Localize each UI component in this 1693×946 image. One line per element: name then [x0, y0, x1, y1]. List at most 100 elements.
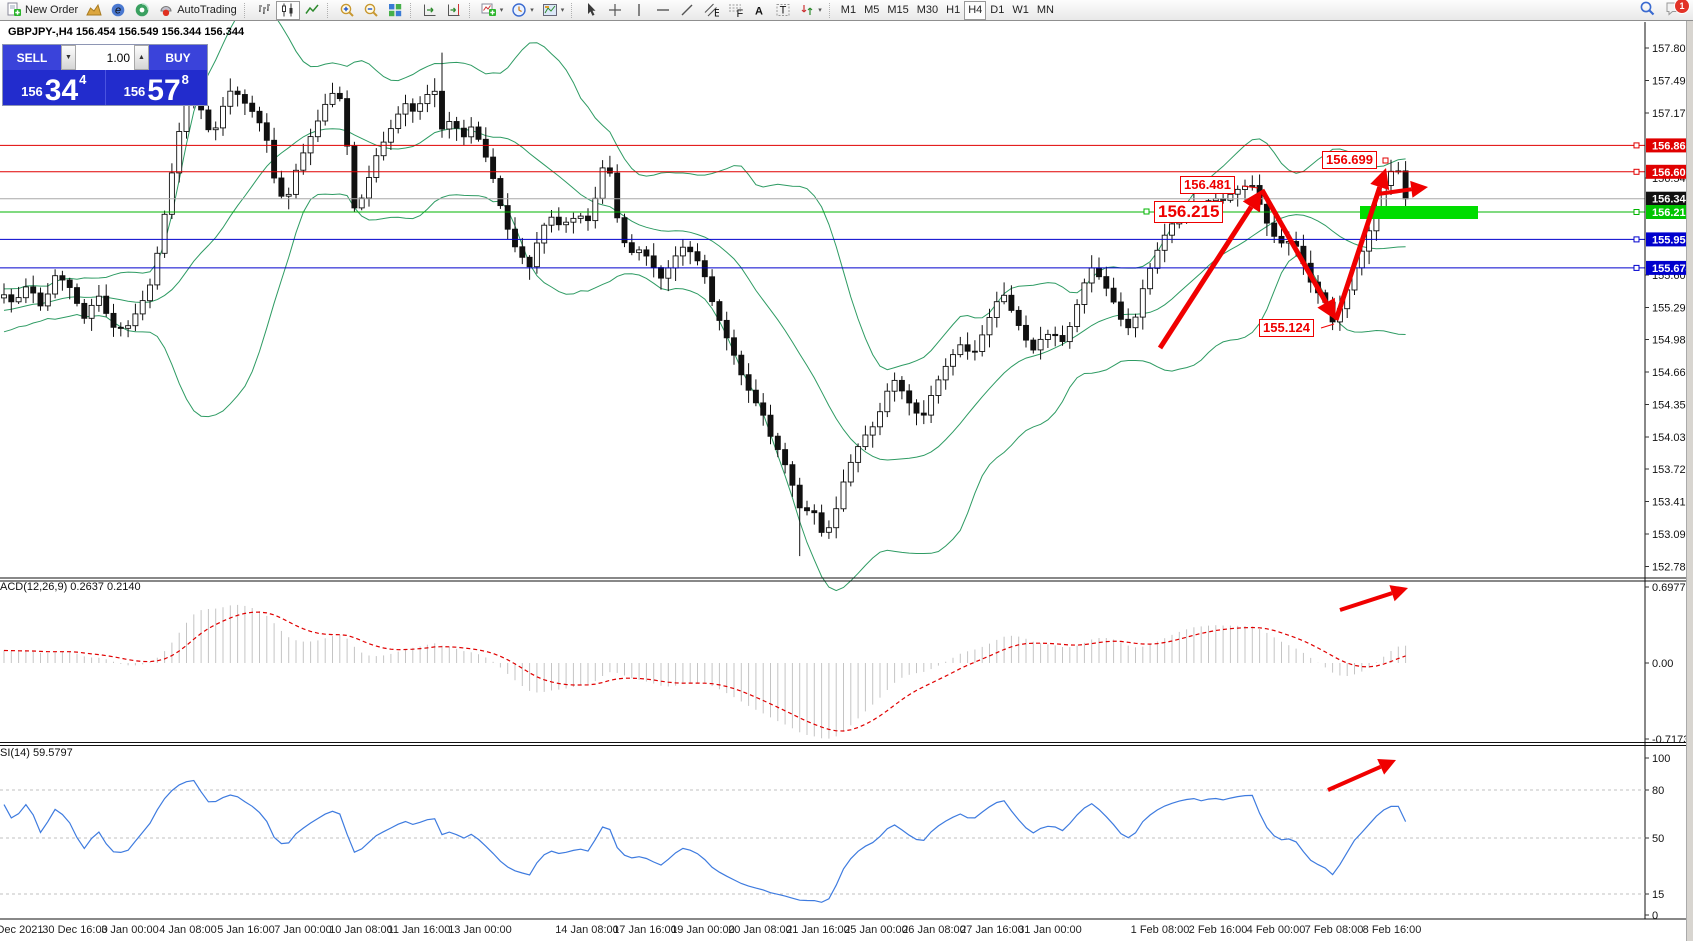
auto-scroll-button[interactable]	[418, 1, 442, 20]
tf-h1-button[interactable]: H1	[942, 1, 964, 20]
new-order-button[interactable]: New Order	[2, 1, 82, 20]
candles-layer[interactable]	[1, 48, 1409, 557]
volume-up-button[interactable]: ▲	[134, 45, 149, 70]
dropdown-arrow-icon: ▾	[499, 7, 504, 14]
sell-price-prefix: 156	[21, 84, 43, 99]
line-chart-icon	[304, 2, 320, 18]
svg-text:152.780: 152.780	[1652, 562, 1692, 574]
pane-borders	[0, 22, 1693, 920]
tf-mn-button[interactable]: MN	[1033, 1, 1058, 20]
macd-axis[interactable]: 0.6977 0.00 -0.7173	[1645, 582, 1689, 746]
price-axis[interactable]: 157.805 157.490 157.175 156.545 155.605 …	[1645, 43, 1693, 574]
tf-d1-button[interactable]: D1	[986, 1, 1008, 20]
zoom-in-button[interactable]	[335, 1, 359, 20]
tf-m30-button-label: M30	[916, 4, 939, 16]
time-axis-label: 21 Jan 16:00	[786, 924, 850, 936]
line-handle[interactable]	[1633, 168, 1640, 175]
time-axis-label: 1 Feb 08:00	[1130, 924, 1190, 936]
line-handle[interactable]	[1633, 236, 1640, 243]
arrows-icon	[799, 2, 815, 18]
svg-text:156.344: 156.344	[1652, 194, 1693, 206]
period-button[interactable]: ▾	[507, 1, 538, 20]
volume-input[interactable]	[76, 45, 134, 70]
cursor-icon	[583, 2, 599, 18]
svg-text:154.665: 154.665	[1652, 367, 1692, 379]
channel-button[interactable]: E	[699, 1, 723, 20]
tf-m15-button[interactable]: M15	[883, 1, 912, 20]
search-button[interactable]	[1637, 1, 1657, 20]
time-axis[interactable]: Dec 2021 30 Dec 16:00 3 Jan 00:00 4 Jan 08:…	[0, 922, 1645, 940]
autotrading-button-label: AutoTrading	[177, 4, 237, 16]
template-icon	[542, 2, 558, 18]
text-button[interactable]: A	[747, 1, 771, 20]
arrows-button[interactable]: ▾	[795, 1, 826, 20]
time-axis-label: 2 Feb 16:00	[1188, 924, 1248, 936]
price-label-155124[interactable]: 155.124	[1259, 319, 1314, 337]
text-icon: A	[751, 2, 767, 18]
time-axis-label: 27 Jan 16:00	[960, 924, 1024, 936]
search-icon	[1639, 0, 1656, 20]
toolbar-separator	[243, 2, 249, 18]
chart-title: GBPJPY-,H4 156.454 156.549 156.344 156.3…	[8, 26, 245, 38]
highlight-rectangle[interactable]	[1360, 206, 1478, 219]
buy-button[interactable]: BUY	[149, 45, 207, 70]
tf-m30-button[interactable]: M30	[913, 1, 942, 20]
tf-m1-button[interactable]: M1	[837, 1, 860, 20]
line-handle[interactable]	[1633, 264, 1640, 271]
crosshair-button[interactable]	[603, 1, 627, 20]
buy-price-display[interactable]: 156 57 8	[104, 70, 207, 107]
svg-text:155.950: 155.950	[1652, 234, 1692, 246]
cursor-button[interactable]	[579, 1, 603, 20]
tile-windows-icon	[387, 2, 403, 18]
price-label-156699[interactable]: 156.699	[1322, 151, 1377, 169]
bar-chart-icon	[256, 2, 272, 18]
sell-price-display[interactable]: 156 34 4	[3, 70, 105, 105]
tf-h4-button[interactable]: H4	[964, 0, 987, 20]
price-label-156215[interactable]: 156.215	[1154, 201, 1224, 224]
svg-text:0.00: 0.00	[1652, 658, 1673, 670]
svg-text:156.215: 156.215	[1652, 207, 1692, 219]
time-axis-label: 8 Feb 16:00	[1362, 924, 1422, 936]
period-icon	[511, 2, 527, 18]
line-chart-button[interactable]	[300, 1, 324, 20]
rsi-axis[interactable]: 100 80 50 15 0	[1645, 753, 1670, 922]
volume-down-button[interactable]: ▼	[61, 45, 76, 70]
chart-shift-button[interactable]	[442, 1, 466, 20]
trend-arrows[interactable]	[1143, 157, 1428, 792]
template-button[interactable]: ▾	[538, 1, 569, 20]
trendline-button[interactable]	[675, 1, 699, 20]
svg-text:80: 80	[1652, 785, 1664, 797]
data-window-button[interactable]	[130, 1, 154, 20]
line-handle[interactable]	[1633, 142, 1640, 149]
time-axis-label: 25 Jan 00:00	[844, 924, 908, 936]
tf-h1-button-label: H1	[946, 4, 961, 16]
svg-text:50: 50	[1652, 833, 1664, 845]
autotrading-button[interactable]: AutoTrading	[154, 1, 241, 20]
candlestick-button[interactable]	[275, 0, 300, 20]
metaeditor-button[interactable]: e	[106, 1, 130, 20]
tf-w1-button[interactable]: W1	[1008, 1, 1033, 20]
toolbar-separator	[468, 2, 474, 18]
tf-m5-button[interactable]: M5	[860, 1, 883, 20]
zoom-out-button[interactable]	[359, 1, 383, 20]
notifications-button[interactable]: 1	[1663, 0, 1690, 20]
time-axis-label: 13 Jan 00:00	[448, 924, 512, 936]
price-label-156481[interactable]: 156.481	[1180, 176, 1235, 194]
add-indicator-button[interactable]: ▾	[477, 1, 508, 20]
tile-windows-button[interactable]	[383, 1, 407, 20]
trendline-icon	[679, 2, 695, 18]
toolbar-separator	[828, 2, 834, 18]
bar-chart-button[interactable]	[252, 1, 276, 20]
buy-price-sup: 8	[181, 72, 189, 87]
one-click-trade-panel: SELL ▼ ▲ BUY 156 34 4 156 57 8	[2, 44, 208, 106]
annotation-handle	[1382, 157, 1389, 164]
line-handle[interactable]	[1633, 209, 1640, 215]
text-label-button[interactable]: T	[771, 1, 795, 20]
buy-price-big: 57	[147, 73, 181, 107]
vertical-line-button[interactable]	[627, 1, 651, 20]
sell-button[interactable]: SELL	[3, 45, 61, 70]
horizontal-line-button[interactable]	[651, 1, 675, 20]
fibonacci-button[interactable]: F	[723, 1, 747, 20]
profiles-button[interactable]	[82, 1, 106, 20]
